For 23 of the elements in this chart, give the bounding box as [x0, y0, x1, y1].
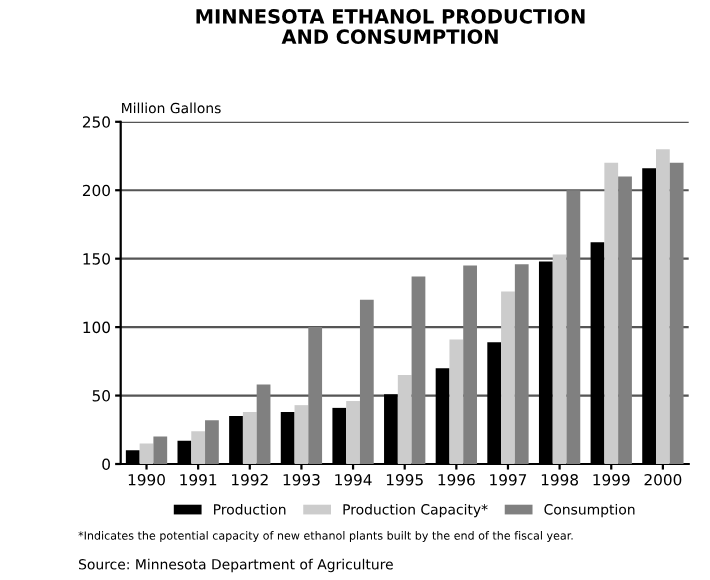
bar: [205, 420, 219, 464]
bar: [618, 176, 632, 464]
bar: [294, 405, 309, 464]
bar: [411, 276, 426, 464]
bar: [153, 436, 168, 464]
bar: [604, 162, 619, 464]
chart-title: MINNESOTA ETHANOL PRODUCTION AND CONSUMPTION: [196, 9, 585, 45]
bar: [552, 254, 567, 464]
bar: [669, 162, 684, 464]
bar: [139, 443, 154, 464]
bar: [566, 190, 581, 464]
bar: [449, 339, 464, 464]
bar: [359, 299, 374, 464]
bar: [256, 384, 271, 464]
bar: [463, 265, 477, 464]
bar: [656, 149, 670, 464]
bar: [501, 291, 515, 464]
bar: [191, 431, 206, 464]
bar: [397, 375, 412, 464]
bar: [308, 327, 323, 464]
bar: [242, 411, 257, 464]
bar: [346, 401, 360, 464]
bar: [514, 264, 529, 464]
